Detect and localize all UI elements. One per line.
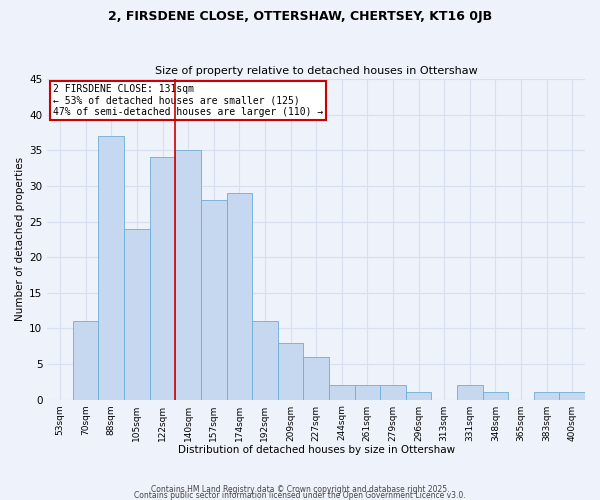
Bar	[201, 200, 227, 400]
Bar	[406, 392, 431, 400]
Text: Contains HM Land Registry data © Crown copyright and database right 2025.: Contains HM Land Registry data © Crown c…	[151, 484, 449, 494]
Bar	[98, 136, 124, 400]
Bar	[124, 228, 150, 400]
Y-axis label: Number of detached properties: Number of detached properties	[15, 158, 25, 322]
Bar	[355, 386, 380, 400]
Bar	[73, 321, 98, 400]
Text: 2, FIRSDENE CLOSE, OTTERSHAW, CHERTSEY, KT16 0JB: 2, FIRSDENE CLOSE, OTTERSHAW, CHERTSEY, …	[108, 10, 492, 23]
Bar	[252, 321, 278, 400]
Bar	[559, 392, 585, 400]
Title: Size of property relative to detached houses in Ottershaw: Size of property relative to detached ho…	[155, 66, 478, 76]
Bar	[175, 150, 201, 400]
Bar	[329, 386, 355, 400]
Bar	[304, 357, 329, 400]
X-axis label: Distribution of detached houses by size in Ottershaw: Distribution of detached houses by size …	[178, 445, 455, 455]
Text: Contains public sector information licensed under the Open Government Licence v3: Contains public sector information licen…	[134, 490, 466, 500]
Bar	[150, 158, 175, 400]
Bar	[534, 392, 559, 400]
Text: 2 FIRSDENE CLOSE: 131sqm
← 53% of detached houses are smaller (125)
47% of semi-: 2 FIRSDENE CLOSE: 131sqm ← 53% of detach…	[53, 84, 323, 117]
Bar	[227, 193, 252, 400]
Bar	[380, 386, 406, 400]
Bar	[482, 392, 508, 400]
Bar	[457, 386, 482, 400]
Bar	[278, 342, 304, 400]
